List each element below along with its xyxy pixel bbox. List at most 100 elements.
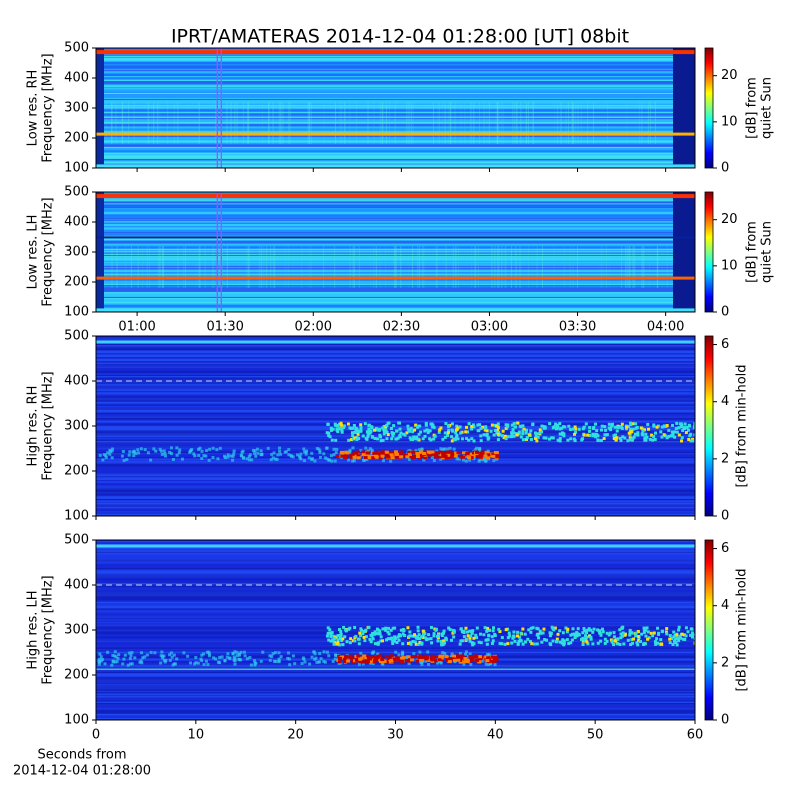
spectrogram-texture: [310, 246, 312, 288]
y-axis-label: Frequency [MHz]: [41, 575, 56, 684]
spectrogram-texture: [337, 660, 342, 664]
spectrogram-texture: [247, 458, 251, 462]
spectrogram-texture: [327, 458, 331, 462]
spectrogram-texture: [620, 634, 624, 638]
spectrogram-texture: [96, 386, 695, 389]
spectrogram-texture: [426, 650, 430, 654]
spectrogram-texture: [201, 246, 202, 288]
spectrogram-texture: [521, 438, 525, 442]
spectrogram-texture: [572, 102, 574, 144]
spectrogram-texture: [414, 423, 418, 427]
spectrogram-texture: [400, 659, 405, 663]
spectrogram-texture: [443, 651, 447, 655]
spectrogram-texture: [407, 658, 412, 662]
spectrogram-texture: [338, 633, 342, 637]
spectrogram-texture: [548, 634, 552, 638]
spectrogram-texture: [394, 650, 398, 654]
spectrogram-texture: [348, 641, 352, 645]
spectrogram-texture: [406, 102, 408, 144]
spectrogram-texture: [334, 438, 338, 442]
spectrogram-texture: [127, 651, 131, 655]
spectrogram-texture: [382, 102, 384, 144]
spectrogram-texture: [373, 246, 375, 288]
spectrogram-texture: [375, 627, 379, 631]
spectrogram-texture: [318, 451, 322, 455]
y-tick-label: 500: [64, 41, 89, 56]
spectrogram-texture: [510, 246, 512, 288]
spectrogram-texture: [418, 640, 422, 644]
spectrogram-texture: [507, 631, 511, 635]
spectrogram-texture: [309, 102, 311, 144]
spectrogram-texture: [425, 655, 430, 659]
spectrogram-texture: [233, 657, 237, 661]
spectrogram-texture: [276, 102, 277, 144]
spectrogram-texture: [455, 433, 459, 437]
spectrogram-texture: [599, 439, 603, 443]
spectrogram-texture: [96, 559, 695, 562]
spectrogram-texture: [502, 102, 504, 144]
spectrogram-texture: [418, 637, 422, 641]
spectrogram-texture: [193, 454, 197, 458]
spectrogram-texture: [398, 427, 402, 431]
spectrogram-texture: [417, 102, 418, 144]
spectrogram-texture: [444, 654, 449, 658]
spectrogram-texture: [117, 653, 121, 657]
spectrogram-texture: [612, 643, 616, 647]
spectrogram-texture: [421, 437, 425, 441]
spectrogram-texture: [232, 655, 236, 659]
spectrogram-texture: [96, 100, 695, 103]
spectrogram-texture: [96, 147, 695, 150]
spectrogram-texture: [333, 640, 337, 644]
spectrogram-texture: [96, 483, 695, 486]
spectrogram-texture: [177, 246, 179, 288]
spectrogram-texture: [115, 102, 117, 144]
spectrogram-texture: [542, 627, 546, 631]
spectrogram-texture: [96, 68, 695, 71]
spectrogram-texture: [190, 448, 194, 452]
spectrogram-texture: [455, 435, 459, 439]
spectrogram-texture: [616, 637, 620, 641]
spectrogram-texture: [504, 437, 508, 441]
spectrogram-texture: [469, 655, 474, 659]
spectrogram-texture: [587, 102, 589, 144]
spectrogram-texture: [632, 637, 636, 641]
spectrogram-texture: [407, 662, 411, 666]
spectrogram-texture: [675, 636, 679, 640]
spectrogram-texture: [450, 652, 454, 656]
spectrogram-texture: [96, 595, 695, 598]
spectrogram-texture: [96, 150, 695, 152]
spectrogram-texture: [274, 659, 278, 663]
spectrogram-texture: [689, 627, 693, 631]
spectrogram-texture: [585, 640, 589, 644]
spectrogram-texture: [411, 450, 416, 454]
spectrogram-texture: [357, 662, 361, 666]
spectrogram-texture: [377, 427, 381, 431]
spectrogram-texture: [358, 246, 360, 288]
spectrogram-texture: [622, 642, 626, 646]
spectrogram-texture: [692, 426, 695, 430]
spectrogram-texture: [452, 447, 456, 451]
spectrogram-texture: [157, 246, 159, 288]
spectrogram-texture: [571, 632, 575, 636]
spectrogram-texture: [103, 102, 105, 144]
spectrogram-texture: [690, 631, 694, 635]
spectrogram-texture: [380, 454, 385, 458]
spectrogram-texture: [529, 429, 533, 433]
spectrogram-texture: [364, 628, 368, 632]
spectrogram-texture: [653, 640, 657, 644]
spectrogram-texture: [419, 430, 423, 434]
spectrogram-texture: [625, 246, 627, 288]
spectrogram-texture: [96, 158, 695, 161]
spectrogram-texture: [96, 610, 695, 613]
spectrogram-texture: [374, 658, 379, 662]
spectrogram-texture: [96, 219, 695, 222]
spectrogram-texture: [629, 438, 633, 442]
spectrogram-texture: [655, 425, 659, 429]
spectrogram-texture: [417, 633, 421, 637]
spectrogram-texture: [96, 294, 695, 296]
spectrogram-texture: [96, 265, 695, 267]
spectrogram-texture: [558, 436, 562, 440]
spectrogram-texture: [272, 102, 274, 144]
spectrogram-texture: [261, 650, 265, 654]
spectrogram-texture: [331, 427, 335, 431]
